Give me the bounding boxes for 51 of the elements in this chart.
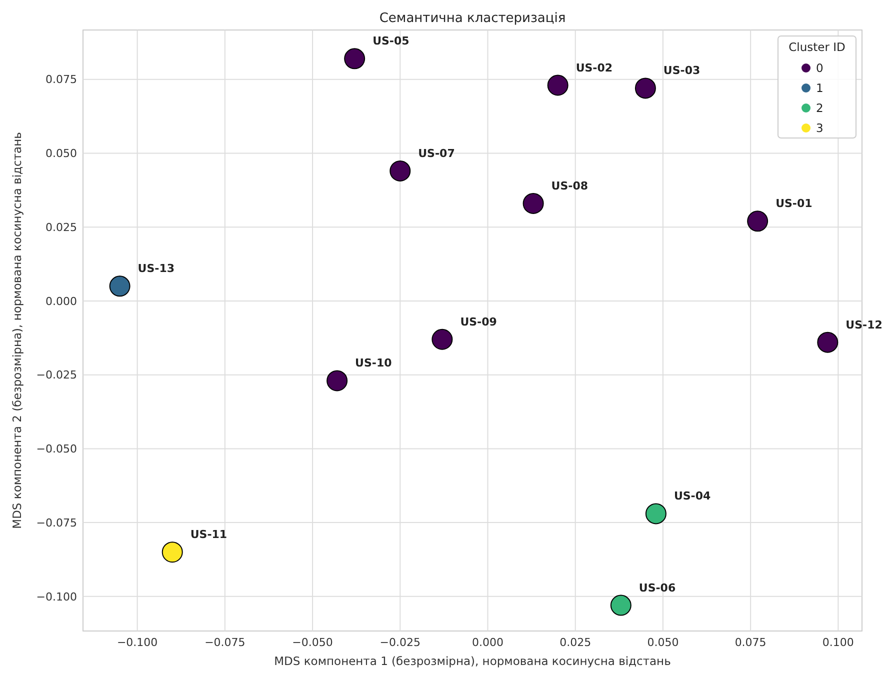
annotation: US-05 <box>372 34 410 48</box>
legend-label: 0 <box>816 61 824 76</box>
chart-title: Семантична кластеризація <box>379 11 566 26</box>
x-tick-label: −0.050 <box>292 636 333 649</box>
y-tick-label: 0.075 <box>46 73 77 86</box>
point <box>522 192 544 214</box>
y-tick-label: 0.000 <box>46 294 77 308</box>
y-tick-label: −0.100 <box>36 590 77 604</box>
point <box>432 328 453 350</box>
point <box>645 503 666 524</box>
point <box>747 210 768 232</box>
y-axis-title: MDS компонента 2 (безрозмірна), нормована косинусна відстань <box>10 132 24 529</box>
x-tick-label: 0.050 <box>647 636 679 649</box>
legend-label: 2 <box>816 101 824 116</box>
y-tick-label: 0.025 <box>46 220 77 234</box>
point <box>817 332 838 353</box>
point <box>547 74 568 96</box>
annotation: US-11 <box>190 528 228 542</box>
x-tick-label: 0.075 <box>734 636 766 649</box>
annotation: US-08 <box>551 179 588 192</box>
annotation: US-04 <box>674 490 712 503</box>
point <box>344 48 366 70</box>
annotation: US-06 <box>638 581 676 594</box>
legend-label: 1 <box>816 81 824 96</box>
y-tick-label: −0.050 <box>36 442 77 456</box>
y-tick-label: −0.075 <box>36 516 77 530</box>
x-tick-label: −0.100 <box>116 636 158 649</box>
annotation: US-07 <box>418 146 455 160</box>
legend-label: 3 <box>816 121 824 136</box>
annotation: US-02 <box>576 61 613 74</box>
annotation: US-13 <box>138 262 175 276</box>
x-tick-label: −0.075 <box>204 636 246 649</box>
x-tick-label: 0.000 <box>472 636 504 649</box>
point <box>634 78 656 99</box>
point <box>162 542 183 563</box>
annotation: US-03 <box>663 64 700 78</box>
annotation: US-12 <box>846 318 882 332</box>
annotation: US-10 <box>355 356 392 370</box>
annotation: US-01 <box>776 197 812 210</box>
x-tick-label: 0.025 <box>560 636 592 649</box>
x-tick-label: −0.025 <box>380 636 420 649</box>
point <box>610 594 632 616</box>
point <box>390 160 411 182</box>
y-tick-label: 0.050 <box>46 147 77 160</box>
x-tick-label: 0.100 <box>822 636 854 649</box>
point <box>109 276 130 297</box>
x-axis-title: MDS компонента 1 (безрозмірна), нормована косинусна відстань <box>274 654 672 668</box>
annotation: US-09 <box>460 315 497 328</box>
legend-title: Cluster ID <box>788 40 846 54</box>
point <box>326 370 348 392</box>
y-tick-label: −0.025 <box>36 368 77 382</box>
